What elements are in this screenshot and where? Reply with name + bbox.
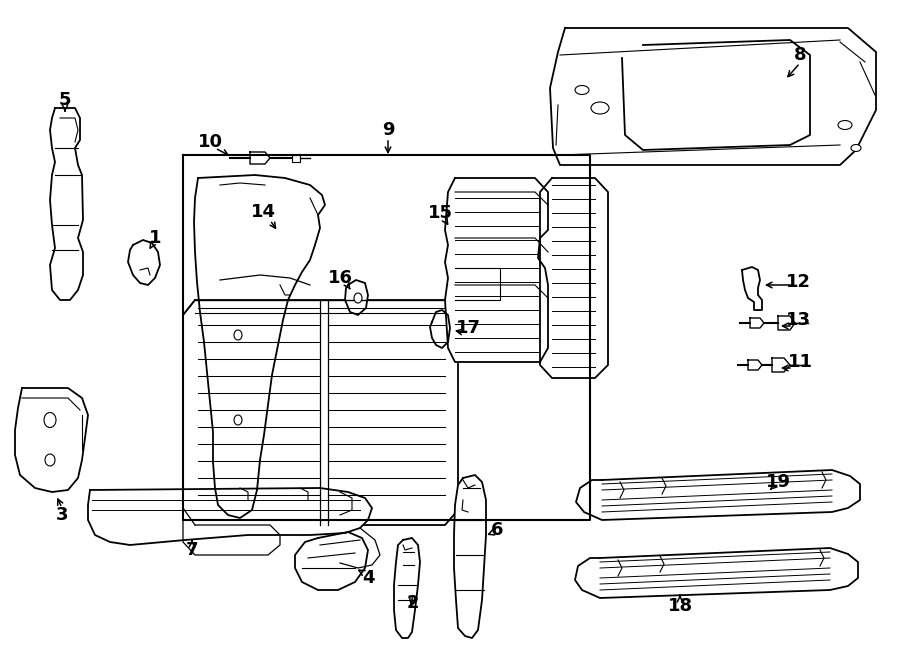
Polygon shape — [394, 538, 420, 638]
Text: 2: 2 — [407, 594, 419, 612]
Polygon shape — [576, 470, 860, 520]
Polygon shape — [540, 178, 608, 378]
Ellipse shape — [234, 415, 242, 425]
Text: 15: 15 — [428, 204, 453, 222]
Text: 11: 11 — [788, 353, 813, 371]
Text: 19: 19 — [766, 473, 790, 491]
Polygon shape — [183, 300, 458, 525]
Text: 18: 18 — [668, 597, 693, 615]
Polygon shape — [50, 108, 83, 300]
Text: 1: 1 — [148, 229, 161, 247]
Text: 5: 5 — [58, 91, 71, 109]
Ellipse shape — [851, 144, 861, 152]
Polygon shape — [345, 280, 368, 315]
Polygon shape — [15, 388, 88, 492]
Polygon shape — [742, 267, 762, 310]
Ellipse shape — [234, 330, 242, 340]
Polygon shape — [778, 316, 795, 330]
Text: 16: 16 — [328, 269, 353, 287]
Ellipse shape — [575, 85, 589, 95]
Ellipse shape — [44, 412, 56, 428]
Polygon shape — [295, 532, 368, 590]
Text: 6: 6 — [491, 521, 503, 539]
Text: 9: 9 — [382, 121, 394, 139]
Polygon shape — [750, 318, 764, 328]
Polygon shape — [128, 240, 160, 285]
Polygon shape — [445, 178, 548, 362]
Text: 4: 4 — [362, 569, 374, 587]
Polygon shape — [430, 310, 450, 348]
Text: 3: 3 — [56, 506, 68, 524]
Polygon shape — [748, 360, 762, 370]
Text: 12: 12 — [786, 273, 811, 291]
Polygon shape — [250, 152, 270, 164]
Text: 7: 7 — [185, 541, 198, 559]
Text: 13: 13 — [786, 311, 811, 329]
Ellipse shape — [354, 293, 362, 303]
Text: 10: 10 — [197, 133, 222, 151]
Polygon shape — [88, 488, 372, 545]
Ellipse shape — [45, 454, 55, 466]
Polygon shape — [454, 475, 486, 638]
Polygon shape — [550, 28, 876, 165]
Text: 17: 17 — [455, 319, 481, 337]
Text: 14: 14 — [250, 203, 275, 221]
Polygon shape — [575, 548, 858, 598]
Ellipse shape — [591, 102, 609, 114]
Ellipse shape — [838, 120, 852, 130]
Text: 8: 8 — [794, 46, 806, 64]
Polygon shape — [194, 175, 325, 518]
Polygon shape — [772, 358, 790, 372]
